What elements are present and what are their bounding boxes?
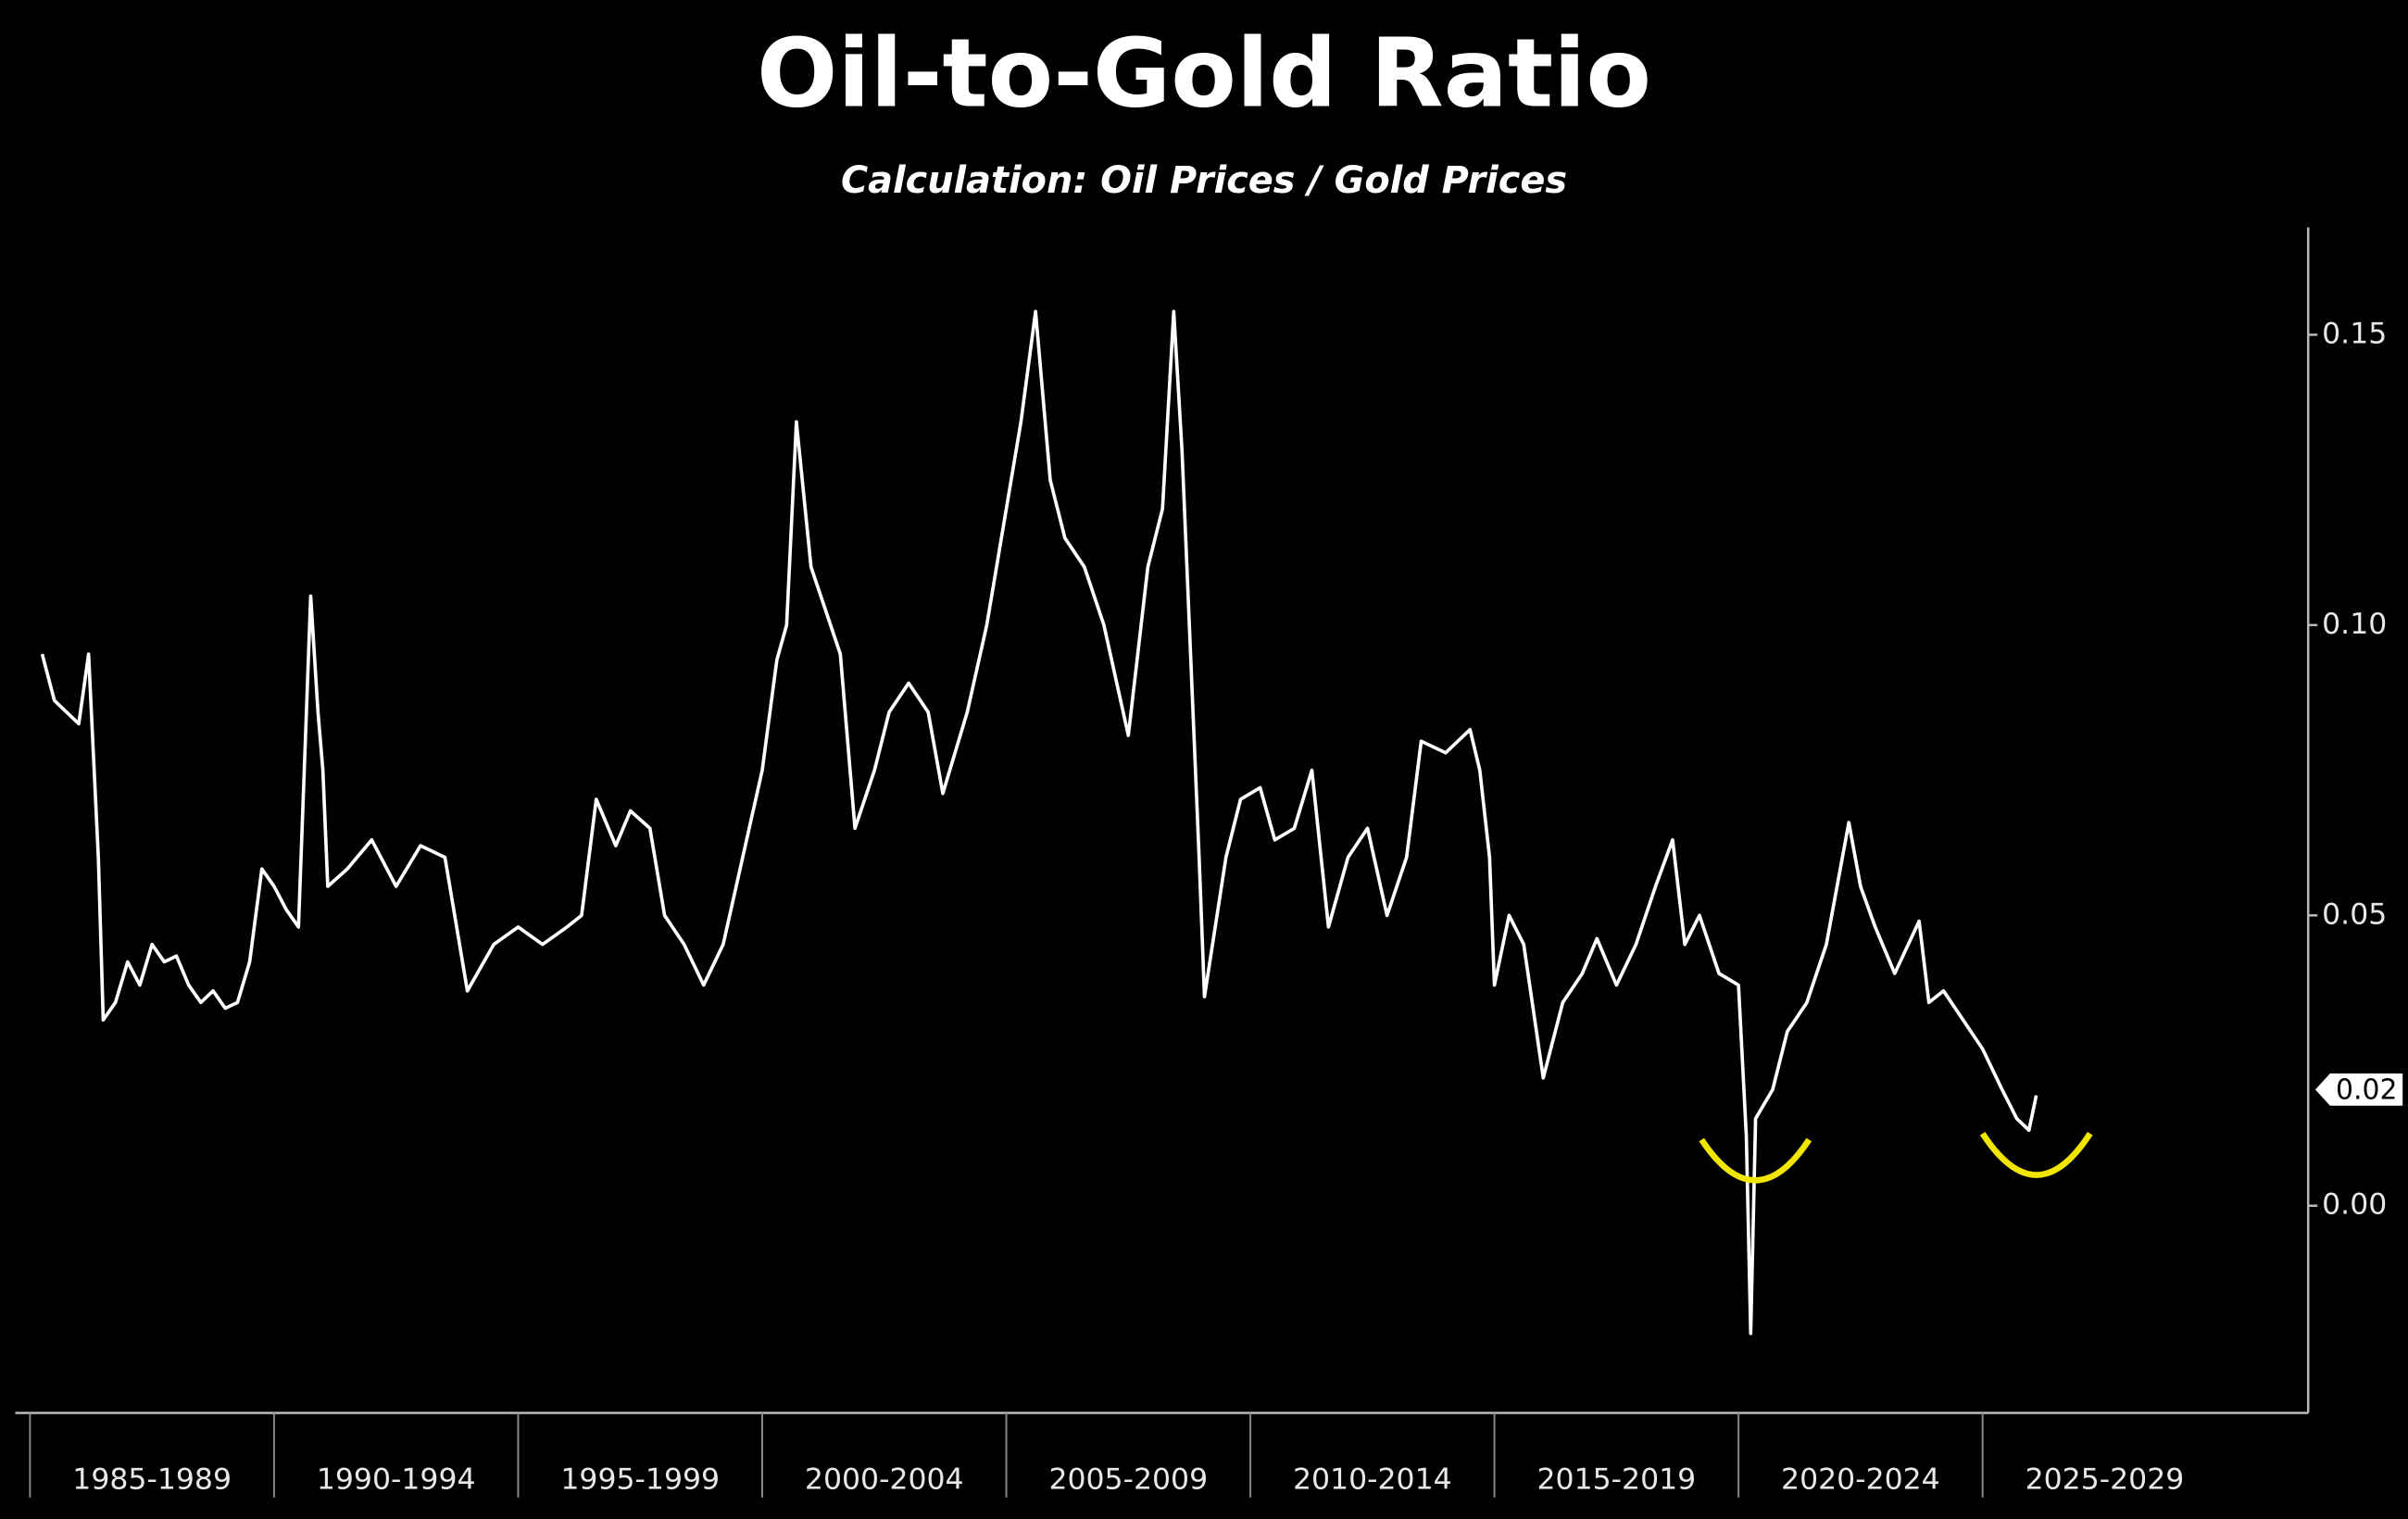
- y-tick-label: 0.00: [2322, 1188, 2387, 1222]
- x-tick-label: 2000-2004: [805, 1463, 964, 1497]
- y-tick-label: 0.05: [2322, 898, 2387, 931]
- x-tick-label: 1995-1999: [560, 1463, 720, 1497]
- data-line: [40, 309, 2038, 1336]
- x-tick-label: 2025-2029: [2025, 1463, 2185, 1497]
- x-tick-label: 2010-2014: [1293, 1463, 1452, 1497]
- chart-subtitle: Calculation: Oil Prices / Gold Prices: [841, 159, 1567, 202]
- chart-title: Oil-to-Gold Ratio: [757, 19, 1651, 130]
- annotation-arc: [1979, 1131, 2093, 1178]
- current-value-box: [2313, 1072, 2404, 1108]
- x-tick-label: 2005-2009: [1048, 1463, 1208, 1497]
- x-tick-label: 2015-2019: [1537, 1463, 1697, 1497]
- annotation-arc: [1699, 1137, 1812, 1184]
- y-tick-label: 0.15: [2322, 317, 2387, 350]
- x-tick-label: 2020-2024: [1781, 1463, 1940, 1497]
- x-tick-label: 1990-1994: [317, 1463, 476, 1497]
- y-tick-label: 0.10: [2322, 608, 2387, 641]
- x-tick-label: 1985-1989: [72, 1463, 232, 1497]
- current-value-label: 0.02: [2336, 1074, 2397, 1107]
